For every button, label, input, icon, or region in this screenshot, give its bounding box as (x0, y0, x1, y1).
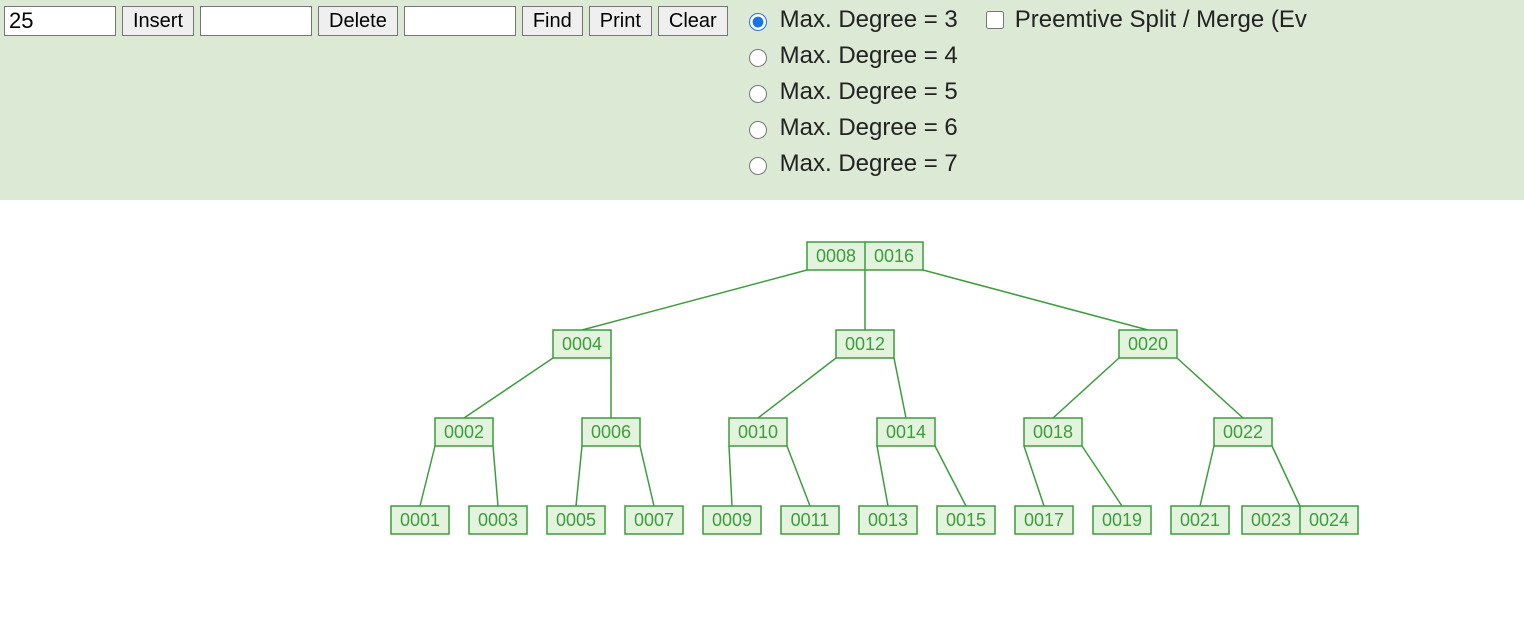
btree-node: 0002 (435, 418, 493, 446)
degree-radio[interactable] (749, 49, 767, 67)
btree-key-label: 0007 (634, 510, 674, 530)
btree-key-label: 0012 (845, 334, 885, 354)
btree-node: 0022 (1214, 418, 1272, 446)
degree-radio[interactable] (749, 13, 767, 31)
btree-key-label: 0008 (816, 246, 856, 266)
btree-key-label: 0019 (1102, 510, 1142, 530)
btree-edge (1272, 446, 1300, 506)
btree-key-label: 0009 (712, 510, 752, 530)
degree-option-label: Max. Degree = 7 (780, 150, 958, 178)
degree-radio-group: Max. Degree = 3 Max. Degree = 4 Max. Degre… (744, 6, 958, 178)
btree-edge (923, 270, 1148, 330)
btree-key-label: 0006 (591, 422, 631, 442)
degree-option-label: Max. Degree = 4 (780, 42, 958, 70)
btree-key-label: 0017 (1024, 510, 1064, 530)
btree-node: 0003 (469, 506, 527, 534)
btree-node: 0019 (1093, 506, 1151, 534)
btree-key-label: 0016 (874, 246, 914, 266)
tree-canvas: 0008 0016 0004 0012 0020 0002 0006 0010 0014 0018… (0, 200, 1524, 637)
find-button[interactable]: Find (522, 6, 583, 36)
clear-button[interactable]: Clear (658, 6, 728, 36)
btree-key-label: 0023 (1251, 510, 1291, 530)
btree-node: 0007 (625, 506, 683, 534)
degree-option-label: Max. Degree = 6 (780, 114, 958, 142)
delete-input[interactable] (200, 6, 312, 36)
btree-edge (1082, 446, 1122, 506)
degree-option-label: Max. Degree = 5 (780, 78, 958, 106)
btree-key-label: 0013 (868, 510, 908, 530)
btree-svg: 0008 0016 0004 0012 0020 0002 0006 0010 0014 0018… (0, 200, 1524, 637)
btree-node: 0008 0016 (807, 242, 923, 270)
btree-key-label: 0011 (791, 510, 830, 530)
print-button[interactable]: Print (589, 6, 652, 36)
btree-edge (582, 270, 807, 330)
btree-edge (640, 446, 654, 506)
preemptive-checkbox[interactable] (986, 11, 1004, 29)
btree-key-label: 0022 (1223, 422, 1263, 442)
btree-key-label: 0004 (562, 334, 602, 354)
btree-key-label: 0015 (946, 510, 986, 530)
btree-edge (758, 358, 836, 418)
btree-node: 0018 (1024, 418, 1082, 446)
btree-key-label: 0005 (556, 510, 596, 530)
btree-edge (1053, 358, 1119, 418)
preemptive-label: Preemtive Split / Merge (Ev (1015, 6, 1307, 34)
btree-key-label: 0021 (1180, 510, 1220, 530)
btree-node: 0015 (937, 506, 995, 534)
btree-edge (420, 446, 435, 506)
btree-edge (493, 446, 498, 506)
degree-radio[interactable] (749, 121, 767, 139)
degree-option-row[interactable]: Max. Degree = 4 (744, 42, 958, 70)
btree-key-label: 0003 (478, 510, 518, 530)
btree-node: 0021 (1171, 506, 1229, 534)
btree-key-label: 0001 (400, 510, 440, 530)
btree-node: 0005 (547, 506, 605, 534)
degree-radio[interactable] (749, 85, 767, 103)
btree-key-label: 0018 (1033, 422, 1073, 442)
btree-node: 0012 (836, 330, 894, 358)
insert-button[interactable]: Insert (122, 6, 194, 36)
btree-edge (894, 358, 906, 418)
btree-key-label: 0002 (444, 422, 484, 442)
btree-key-label: 0020 (1128, 334, 1168, 354)
btree-key-label: 0024 (1309, 510, 1349, 530)
btree-edge (1200, 446, 1214, 506)
btree-node: 0011 (781, 506, 839, 534)
btree-edge (576, 446, 582, 506)
btree-edges (420, 270, 1300, 506)
insert-input[interactable] (4, 6, 116, 36)
btree-node: 0009 (703, 506, 761, 534)
btree-edge (935, 446, 966, 506)
delete-button[interactable]: Delete (318, 6, 398, 36)
btree-node: 0001 (391, 506, 449, 534)
btree-node: 0017 (1015, 506, 1073, 534)
find-input[interactable] (404, 6, 516, 36)
degree-option-row[interactable]: Max. Degree = 6 (744, 114, 958, 142)
btree-node: 0020 (1119, 330, 1177, 358)
btree-edge (877, 446, 888, 506)
degree-radio[interactable] (749, 157, 767, 175)
btree-edge (1177, 358, 1243, 418)
btree-node: 0010 (729, 418, 787, 446)
btree-edge (1024, 446, 1044, 506)
btree-node: 0013 (859, 506, 917, 534)
degree-option-row[interactable]: Max. Degree = 7 (744, 150, 958, 178)
btree-node: 0014 (877, 418, 935, 446)
btree-edge (729, 446, 732, 506)
btree-edge (464, 358, 553, 418)
btree-edge (787, 446, 810, 506)
btree-node: 0006 (582, 418, 640, 446)
btree-node: 0004 (553, 330, 611, 358)
degree-option-row[interactable]: Max. Degree = 5 (744, 78, 958, 106)
btree-node: 0023 0024 (1242, 506, 1358, 534)
btree-key-label: 0010 (738, 422, 778, 442)
btree-key-label: 0014 (886, 422, 926, 442)
toolbar: Insert Delete Find Print Clear Max. Degr… (0, 0, 1524, 200)
degree-option-row[interactable]: Max. Degree = 3 (744, 6, 958, 34)
btree-nodes: 0008 0016 0004 0012 0020 0002 0006 0010 0014 0018… (391, 242, 1358, 534)
degree-option-label: Max. Degree = 3 (780, 6, 958, 34)
preemptive-checkbox-row[interactable]: Preemtive Split / Merge (Ev (982, 6, 1307, 34)
